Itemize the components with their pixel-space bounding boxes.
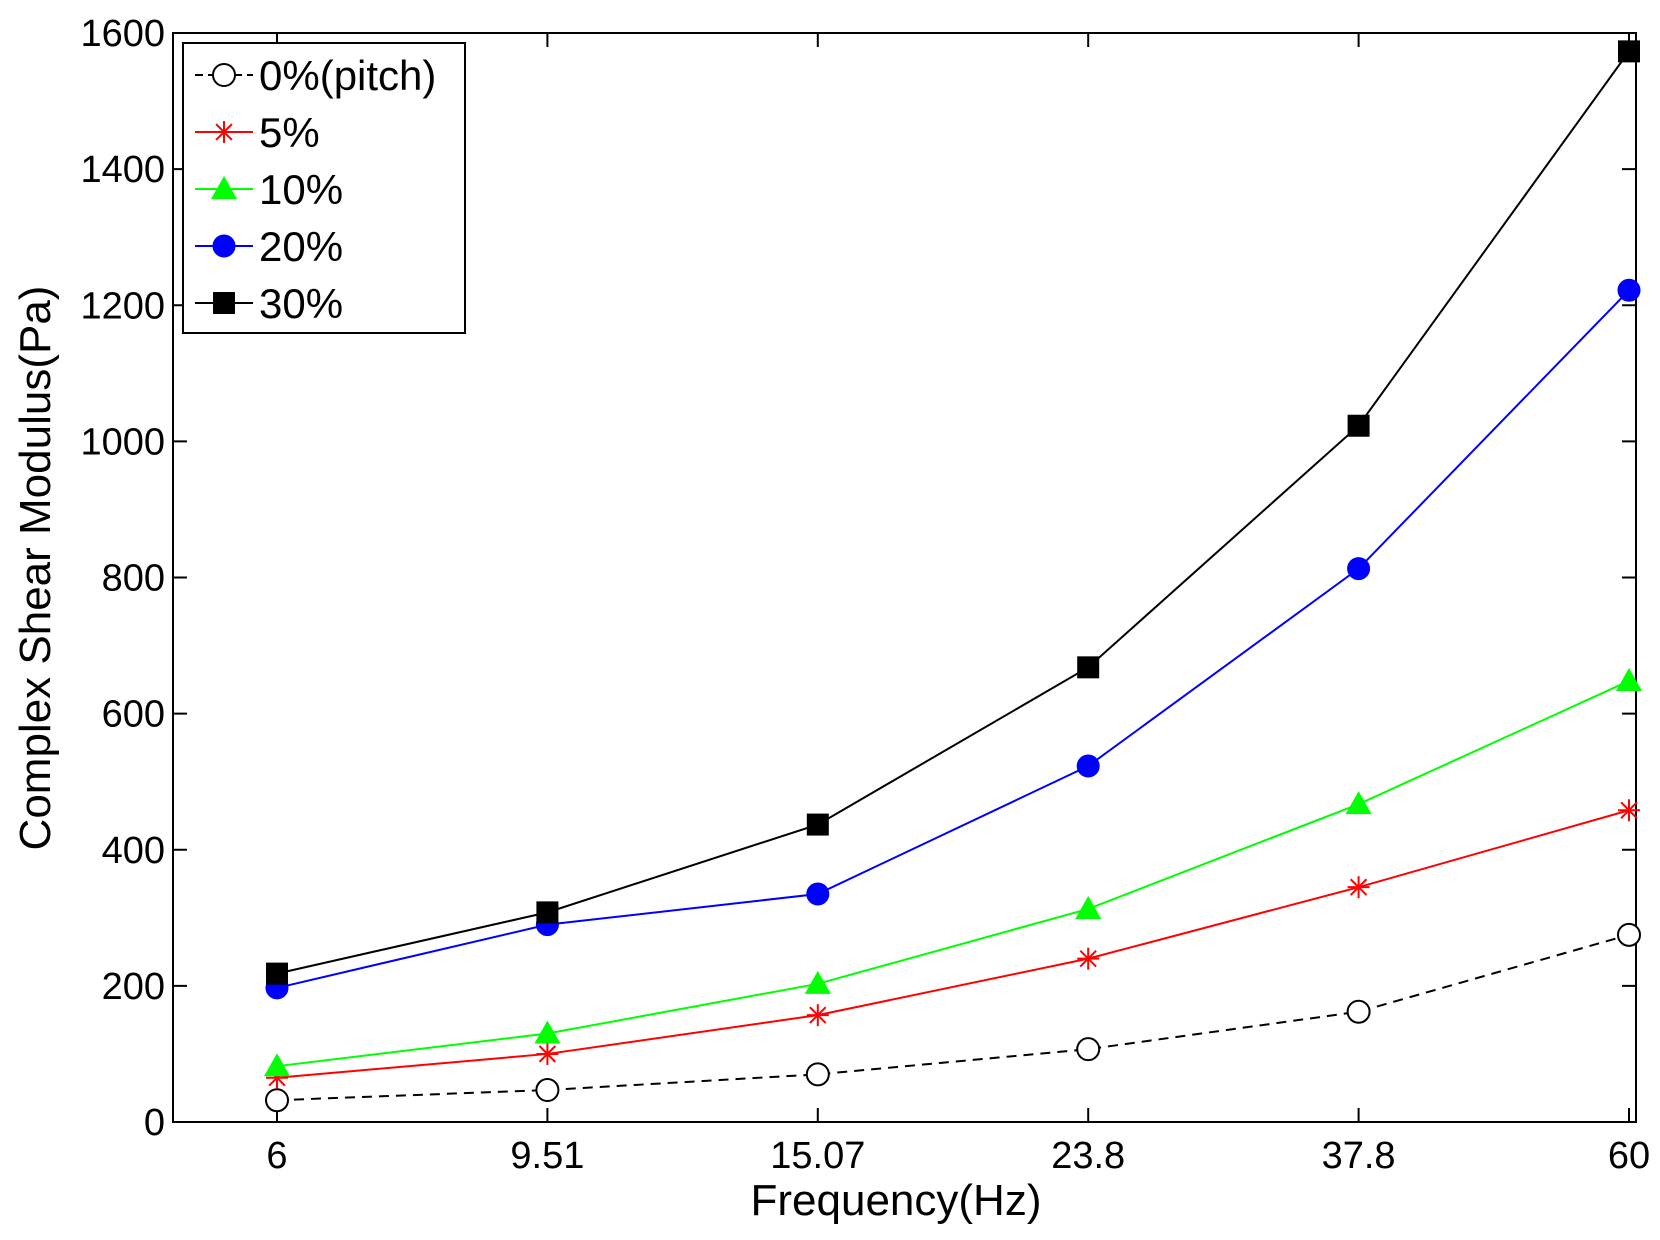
legend-marker [213,121,235,143]
legend-label: 10% [259,166,343,213]
y-tick-label: 1400 [80,149,165,191]
data-point [1618,40,1640,63]
data-point [534,1020,561,1044]
data-point-stroke [538,1045,557,1063]
x-tick-label: 23.8 [1051,1135,1125,1177]
series-3 [265,278,1641,1000]
data-point [1617,278,1641,302]
y-tick-label: 1200 [80,285,165,327]
series-2 [264,667,1642,1077]
data-point [804,970,831,994]
y-tick-label: 0 [144,1102,165,1144]
legend-item: 5% [195,109,320,156]
series-line [276,933,1630,1102]
legend-label: 0%(pitch) [259,52,436,99]
x-axis-title: Frequency(Hz) [751,1176,1042,1225]
data-point [806,1004,829,1027]
data-point-stroke [809,1006,827,1024]
legend-label: 5% [259,109,320,156]
x-tick-label: 9.51 [510,1135,584,1177]
y-tick-label: 1600 [80,13,165,55]
data-point [535,1078,560,1103]
series-1 [266,799,1640,1089]
data-point [805,1062,830,1087]
series-4 [266,40,1640,985]
y-tick-label: 1000 [80,421,165,463]
legend-label: 20% [259,223,343,270]
legend-marker [212,63,236,87]
data-point [264,1053,290,1077]
y-tick-label: 400 [102,830,165,872]
data-point-stroke [1079,950,1097,968]
legend-marker [213,292,235,314]
data-point [1077,656,1100,679]
data-point [1077,947,1100,970]
series-line [276,809,1630,1079]
series-0 [265,922,1641,1113]
y-tick-label: 200 [102,966,165,1008]
legend-marker-stroke [215,123,233,141]
data-point [1076,754,1100,778]
data-point [1347,876,1370,899]
y-axis-title: Complex Shear Modulus(Pa) [11,286,60,851]
series-line [276,50,1630,975]
data-point [1618,799,1640,822]
data-point [266,962,288,985]
data-point [1617,922,1641,947]
legend-marker [211,176,237,199]
y-tick-label: 800 [102,558,165,600]
data-point [1075,895,1102,919]
data-point [1346,999,1371,1024]
x-tick-label: 6 [266,1135,287,1177]
data-point-stroke [1620,801,1638,819]
data-point [265,1088,289,1113]
data-point [1076,1037,1101,1062]
legend-label: 30% [259,280,343,327]
y-tick-label: 600 [102,694,165,736]
data-point [806,813,829,836]
series-line [276,289,1630,989]
data-point [1345,791,1372,815]
legend-marker [212,234,236,258]
series-group [264,40,1642,1113]
x-tick-label: 60 [1608,1135,1650,1177]
legend-item: 20% [195,223,343,270]
data-point [536,1042,559,1065]
data-point [1347,557,1371,581]
axes: 0 200 400 600 800 1000 1200 1400 1600 6 9.51 15.07 2… [80,13,1650,1177]
legend: 0%(pitch) 5% 10% 20% 30% [182,42,466,334]
data-point [806,882,830,906]
legend-item: 0%(pitch) [195,52,436,99]
series-line [276,680,1630,1068]
data-point [1616,667,1642,691]
data-point [536,901,559,924]
legend-item: 10% [195,166,343,213]
legend-item: 30% [195,280,343,327]
x-tick-label: 15.07 [770,1135,865,1177]
data-point-stroke [1349,878,1368,896]
x-tick-label: 37.8 [1322,1135,1396,1177]
data-point [1347,414,1370,437]
